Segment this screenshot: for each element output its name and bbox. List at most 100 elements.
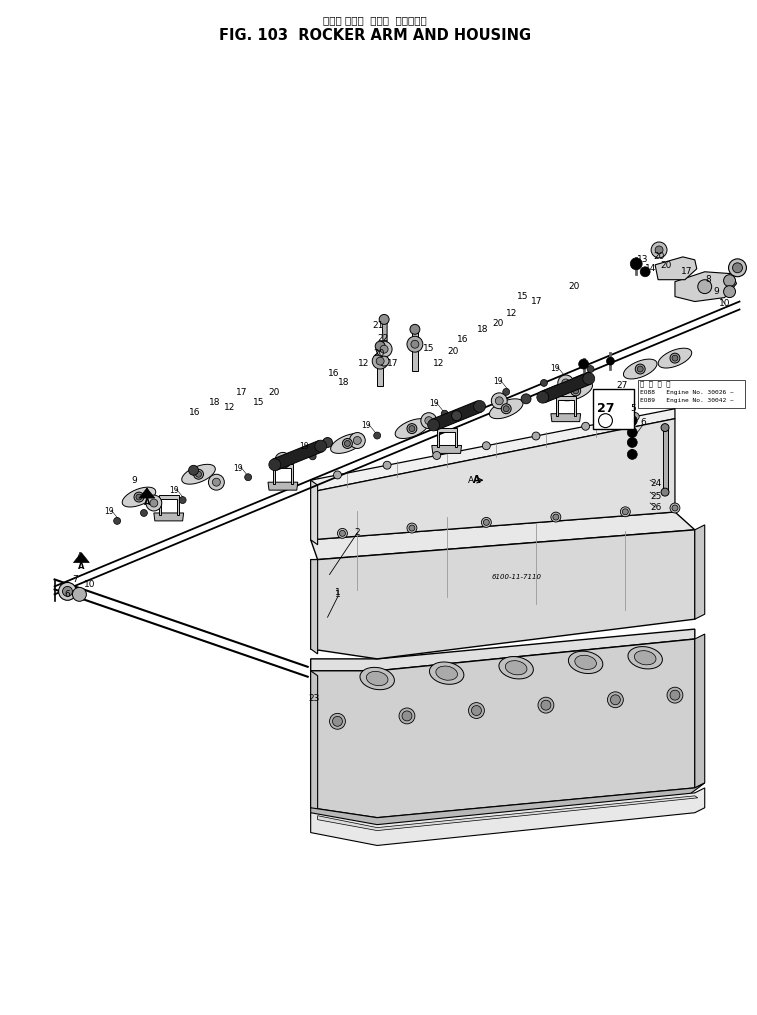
Circle shape bbox=[410, 325, 420, 334]
Circle shape bbox=[628, 450, 637, 460]
Circle shape bbox=[628, 437, 637, 448]
Circle shape bbox=[553, 515, 559, 520]
Ellipse shape bbox=[429, 662, 464, 684]
Text: 9: 9 bbox=[714, 287, 719, 296]
Polygon shape bbox=[122, 487, 156, 508]
Polygon shape bbox=[395, 418, 428, 438]
Circle shape bbox=[141, 510, 148, 517]
Polygon shape bbox=[310, 409, 675, 492]
Text: 1: 1 bbox=[335, 588, 341, 597]
Text: 14: 14 bbox=[646, 264, 657, 273]
Circle shape bbox=[332, 717, 342, 727]
Circle shape bbox=[194, 469, 204, 479]
Circle shape bbox=[503, 389, 509, 395]
Circle shape bbox=[179, 496, 186, 503]
Circle shape bbox=[637, 366, 643, 373]
Circle shape bbox=[329, 714, 345, 729]
Circle shape bbox=[146, 495, 162, 511]
Text: 12: 12 bbox=[506, 309, 517, 318]
Circle shape bbox=[150, 499, 157, 508]
Circle shape bbox=[338, 529, 347, 538]
Circle shape bbox=[667, 687, 683, 703]
Circle shape bbox=[481, 518, 491, 528]
Circle shape bbox=[562, 379, 570, 387]
Circle shape bbox=[407, 336, 423, 352]
Polygon shape bbox=[318, 796, 698, 830]
Circle shape bbox=[724, 275, 736, 286]
Text: 16: 16 bbox=[328, 368, 339, 378]
Text: 20: 20 bbox=[268, 389, 279, 397]
Circle shape bbox=[538, 697, 554, 714]
Text: 注  意  事  項: 注 意 事 項 bbox=[640, 381, 671, 388]
Ellipse shape bbox=[569, 652, 603, 674]
Circle shape bbox=[195, 471, 201, 477]
Polygon shape bbox=[658, 348, 692, 368]
Circle shape bbox=[672, 355, 678, 361]
Ellipse shape bbox=[575, 656, 597, 670]
Polygon shape bbox=[310, 671, 318, 813]
Circle shape bbox=[376, 341, 392, 357]
Circle shape bbox=[541, 700, 551, 710]
Polygon shape bbox=[540, 374, 591, 403]
Text: 23: 23 bbox=[308, 694, 319, 703]
Circle shape bbox=[728, 259, 746, 277]
Polygon shape bbox=[310, 512, 695, 559]
Circle shape bbox=[409, 425, 415, 431]
Circle shape bbox=[374, 432, 381, 439]
Text: 15: 15 bbox=[517, 292, 529, 301]
Circle shape bbox=[628, 427, 637, 437]
Polygon shape bbox=[431, 401, 481, 430]
Circle shape bbox=[631, 412, 639, 420]
Circle shape bbox=[571, 386, 581, 396]
Circle shape bbox=[188, 465, 198, 475]
Circle shape bbox=[733, 263, 743, 273]
Text: 19: 19 bbox=[494, 378, 503, 387]
Text: 17: 17 bbox=[388, 358, 399, 367]
Polygon shape bbox=[695, 634, 705, 788]
Polygon shape bbox=[624, 359, 657, 379]
Circle shape bbox=[606, 357, 615, 365]
Polygon shape bbox=[490, 399, 523, 418]
Polygon shape bbox=[431, 446, 462, 454]
Circle shape bbox=[558, 375, 574, 391]
Circle shape bbox=[344, 441, 350, 447]
Text: 15: 15 bbox=[423, 344, 435, 352]
Circle shape bbox=[491, 393, 507, 409]
Text: 6: 6 bbox=[64, 590, 70, 599]
Text: EO88   Engine No. 30026 ~: EO88 Engine No. 30026 ~ bbox=[640, 391, 734, 396]
Circle shape bbox=[484, 520, 489, 526]
Circle shape bbox=[58, 583, 76, 600]
Text: 19: 19 bbox=[429, 399, 438, 408]
Text: 18: 18 bbox=[209, 398, 220, 407]
Circle shape bbox=[452, 411, 462, 420]
Text: A: A bbox=[78, 562, 85, 571]
Circle shape bbox=[474, 401, 485, 412]
Text: 27: 27 bbox=[617, 382, 628, 391]
Polygon shape bbox=[556, 396, 575, 416]
Text: 8: 8 bbox=[706, 275, 712, 284]
Circle shape bbox=[376, 357, 384, 365]
Circle shape bbox=[581, 422, 590, 430]
Circle shape bbox=[213, 478, 220, 486]
Circle shape bbox=[655, 246, 663, 254]
Circle shape bbox=[540, 380, 547, 387]
Text: 15: 15 bbox=[254, 398, 265, 407]
Text: 2: 2 bbox=[354, 529, 360, 537]
Circle shape bbox=[342, 438, 352, 449]
Text: 9: 9 bbox=[131, 476, 137, 485]
Bar bbox=[593, 389, 634, 428]
Circle shape bbox=[482, 442, 491, 450]
Circle shape bbox=[532, 432, 540, 439]
Circle shape bbox=[698, 280, 712, 293]
Text: 18: 18 bbox=[338, 379, 349, 388]
Text: 17: 17 bbox=[531, 297, 543, 307]
Text: 17: 17 bbox=[681, 267, 693, 276]
Polygon shape bbox=[154, 513, 184, 521]
Text: 12: 12 bbox=[357, 358, 369, 367]
Text: ロッカ アーム  および  ハウジング: ロッカ アーム および ハウジング bbox=[323, 15, 427, 25]
Text: 19: 19 bbox=[550, 363, 559, 373]
Circle shape bbox=[380, 345, 388, 353]
Circle shape bbox=[134, 492, 144, 502]
Text: FIG. 103  ROCKER ARM AND HOUSING: FIG. 103 ROCKER ARM AND HOUSING bbox=[219, 28, 531, 43]
Circle shape bbox=[537, 391, 549, 403]
